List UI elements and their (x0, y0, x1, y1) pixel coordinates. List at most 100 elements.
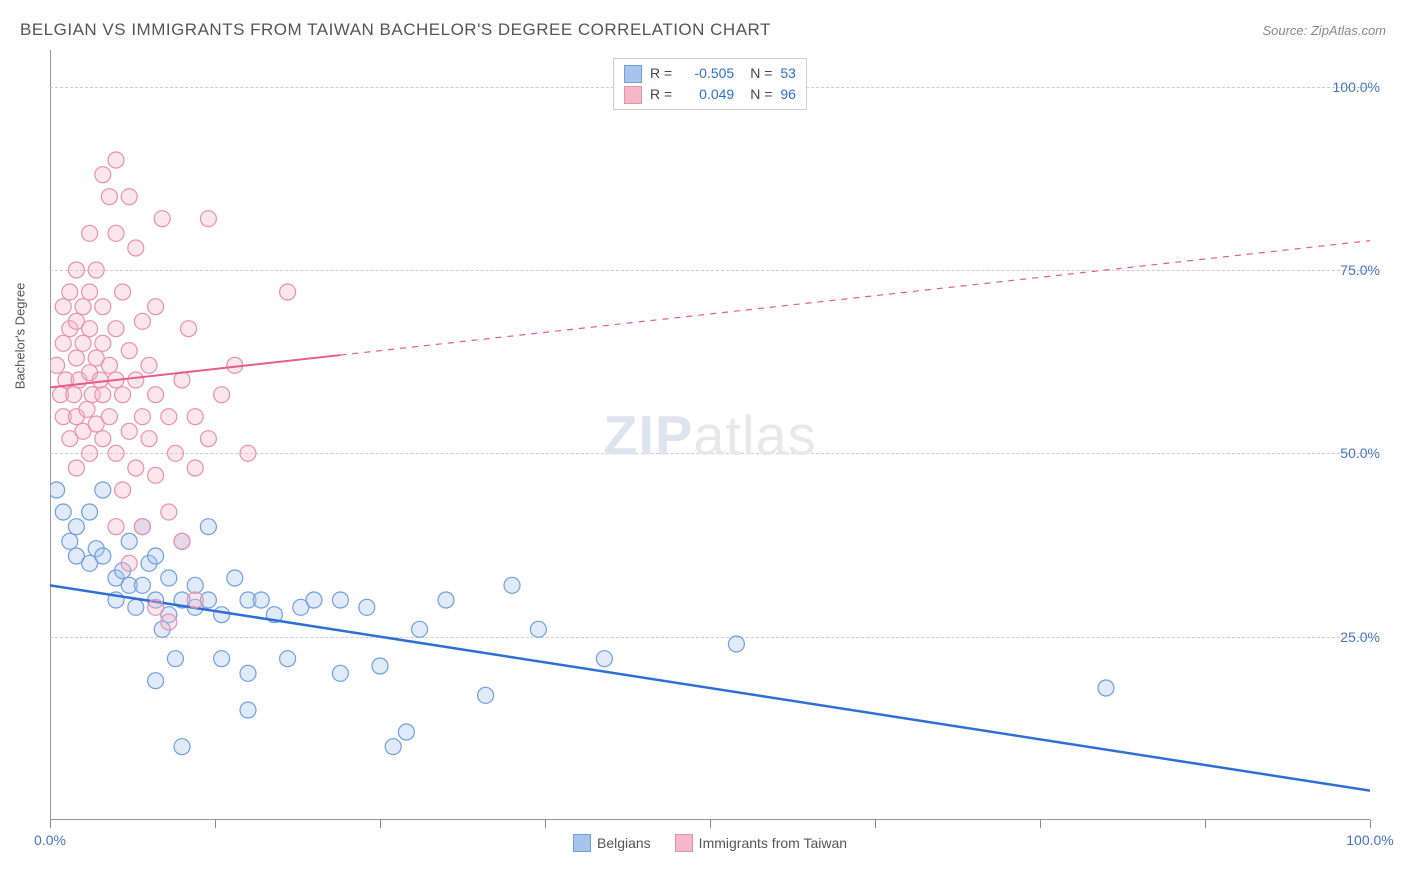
data-point (200, 211, 216, 227)
chart-header: BELGIAN VS IMMIGRANTS FROM TAIWAN BACHEL… (20, 20, 1386, 40)
series-label: Immigrants from Taiwan (699, 835, 847, 851)
x-tick (1205, 820, 1206, 828)
chart-svg (50, 50, 1370, 820)
legend-swatch (675, 834, 693, 852)
data-point (412, 621, 428, 637)
data-point (174, 372, 190, 388)
data-point (92, 372, 108, 388)
legend-swatch (624, 65, 642, 83)
data-point (95, 482, 111, 498)
data-point (121, 189, 137, 205)
data-point (101, 357, 117, 373)
chart-source: Source: ZipAtlas.com (1262, 23, 1386, 38)
series-label: Belgians (597, 835, 651, 851)
data-point (108, 152, 124, 168)
r-label: R = (650, 63, 672, 84)
n-value: 53 (780, 63, 796, 84)
data-point (121, 423, 137, 439)
data-point (332, 665, 348, 681)
data-point (115, 482, 131, 498)
correlation-legend: R = -0.505 N = 53R = 0.049 N = 96 (613, 58, 807, 110)
plot-container: Bachelor's Degree ZIPatlas 25.0%50.0%75.… (50, 50, 1370, 820)
data-point (66, 387, 82, 403)
data-point (95, 335, 111, 351)
data-point (75, 335, 91, 351)
data-point (82, 284, 98, 300)
data-point (82, 445, 98, 461)
data-point (82, 504, 98, 520)
correlation-legend-row: R =-0.505N =53 (624, 63, 796, 84)
data-point (596, 651, 612, 667)
data-point (161, 614, 177, 630)
data-point (68, 262, 84, 278)
series-legend-item: Immigrants from Taiwan (675, 834, 847, 852)
data-point (1098, 680, 1114, 696)
data-point (101, 189, 117, 205)
data-point (187, 409, 203, 425)
n-label: N = (750, 84, 772, 105)
data-point (82, 225, 98, 241)
data-point (62, 533, 78, 549)
data-point (154, 211, 170, 227)
data-point (68, 350, 84, 366)
x-tick (545, 820, 546, 828)
data-point (438, 592, 454, 608)
data-point (240, 665, 256, 681)
data-point (50, 357, 65, 373)
data-point (95, 548, 111, 564)
trend-line-solid (50, 585, 1370, 790)
data-point (55, 504, 71, 520)
x-tick (875, 820, 876, 828)
data-point (108, 321, 124, 337)
data-point (108, 445, 124, 461)
x-tick (1370, 820, 1371, 828)
data-point (141, 431, 157, 447)
data-point (121, 343, 137, 359)
data-point (121, 533, 137, 549)
x-tick (50, 820, 51, 828)
n-value: 96 (780, 84, 796, 105)
data-point (50, 482, 65, 498)
data-point (398, 724, 414, 740)
data-point (530, 621, 546, 637)
data-point (79, 401, 95, 417)
data-point (148, 387, 164, 403)
series-legend: Belgians Immigrants from Taiwan (573, 834, 847, 852)
data-point (280, 284, 296, 300)
data-point (134, 519, 150, 535)
data-point (161, 570, 177, 586)
chart-title: BELGIAN VS IMMIGRANTS FROM TAIWAN BACHEL… (20, 20, 771, 40)
data-point (306, 592, 322, 608)
data-point (55, 335, 71, 351)
data-point (95, 387, 111, 403)
correlation-legend-row: R = 0.049 N = 96 (624, 84, 796, 105)
data-point (88, 262, 104, 278)
data-point (253, 592, 269, 608)
data-point (148, 673, 164, 689)
data-point (95, 299, 111, 315)
data-point (148, 299, 164, 315)
r-label: R = (650, 84, 672, 105)
x-tick-label: 0.0% (34, 832, 66, 848)
data-point (187, 577, 203, 593)
data-point (121, 555, 137, 571)
data-point (174, 739, 190, 755)
data-point (187, 592, 203, 608)
data-point (148, 548, 164, 564)
data-point (128, 460, 144, 476)
data-point (280, 651, 296, 667)
data-point (214, 651, 230, 667)
data-point (128, 372, 144, 388)
data-point (148, 599, 164, 615)
data-point (240, 445, 256, 461)
data-point (134, 409, 150, 425)
data-point (68, 519, 84, 535)
x-tick (215, 820, 216, 828)
data-point (101, 409, 117, 425)
data-point (68, 460, 84, 476)
data-point (359, 599, 375, 615)
r-value: -0.505 (680, 63, 734, 84)
r-value: 0.049 (680, 84, 734, 105)
data-point (332, 592, 348, 608)
data-point (95, 167, 111, 183)
